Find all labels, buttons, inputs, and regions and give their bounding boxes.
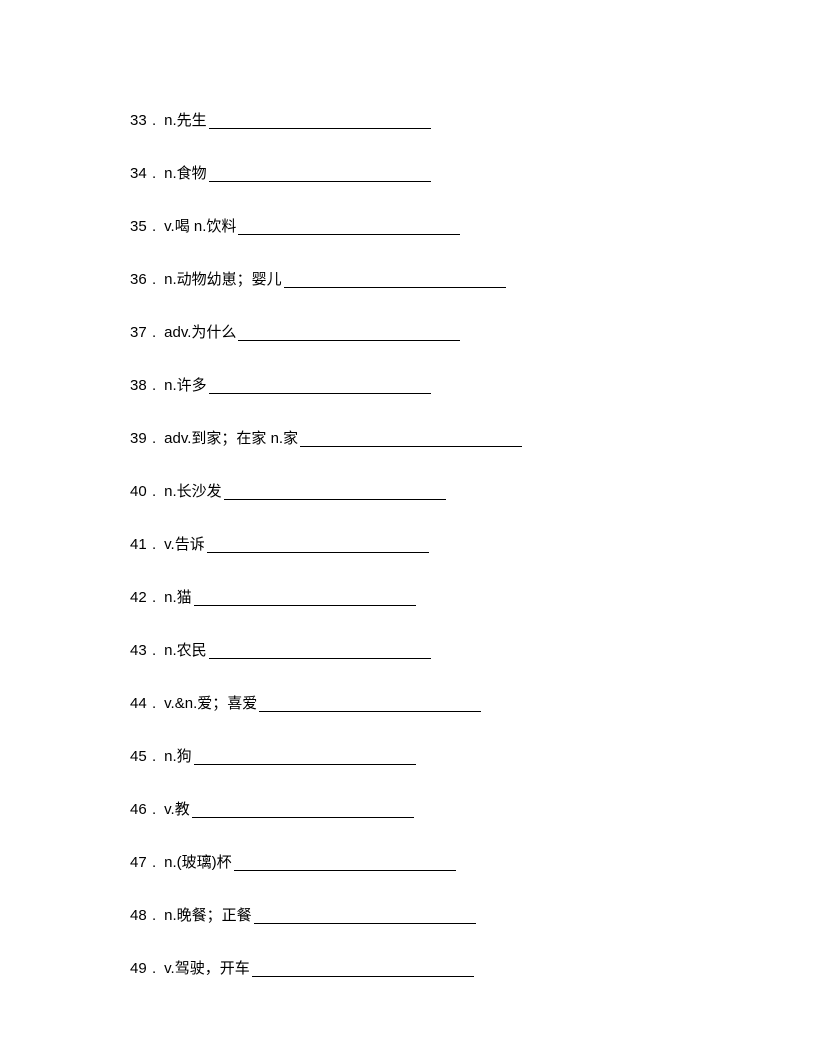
item-number: 38 [130,375,152,396]
item-number: 49 [130,958,152,979]
list-item: 47. n.(玻璃)杯 [130,852,816,873]
item-term: n.猫 [164,587,192,608]
list-item: 37. adv.为什么 [130,322,816,343]
list-item: 33. n.先生 [130,110,816,131]
list-item: 46. v.教 [130,799,816,820]
item-number: 35 [130,216,152,237]
list-item: 39. adv.到家；在家 n.家 [130,428,816,449]
answer-blank [254,923,476,924]
answer-blank [224,499,446,500]
list-item: 45. n.狗 [130,746,816,767]
item-term: n.许多 [164,375,207,396]
item-term: v.告诉 [164,534,205,555]
item-number: 37 [130,322,152,343]
item-dot: . [152,693,156,714]
answer-blank [300,446,522,447]
vocabulary-list: 33. n.先生 34. n.食物 35. v.喝 n.饮料 36. n.动物幼崽；婴儿 37.… [130,110,816,979]
item-number: 44 [130,693,152,714]
item-dot: . [152,852,156,873]
item-term: v.&n.爱；喜爱 [164,693,257,714]
list-item: 42. n.猫 [130,587,816,608]
answer-blank [238,234,460,235]
list-item: 36. n.动物幼崽；婴儿 [130,269,816,290]
item-term: n.动物幼崽；婴儿 [164,269,282,290]
item-dot: . [152,640,156,661]
answer-blank [238,340,460,341]
item-number: 43 [130,640,152,661]
list-item: 41. v.告诉 [130,534,816,555]
answer-blank [207,552,429,553]
list-item: 44. v.&n.爱；喜爱 [130,693,816,714]
answer-blank [209,128,431,129]
item-dot: . [152,905,156,926]
list-item: 43. n.农民 [130,640,816,661]
answer-blank [194,605,416,606]
answer-blank [209,658,431,659]
item-number: 33 [130,110,152,131]
answer-blank [194,764,416,765]
item-dot: . [152,269,156,290]
answer-blank [209,181,431,182]
list-item: 48. n.晚餐；正餐 [130,905,816,926]
item-dot: . [152,534,156,555]
item-dot: . [152,110,156,131]
list-item: 38. n.许多 [130,375,816,396]
item-term: n.狗 [164,746,192,767]
item-dot: . [152,481,156,502]
item-dot: . [152,958,156,979]
item-term: v.驾驶，开车 [164,958,250,979]
list-item: 49. v.驾驶，开车 [130,958,816,979]
item-number: 45 [130,746,152,767]
item-number: 46 [130,799,152,820]
answer-blank [252,976,474,977]
item-number: 34 [130,163,152,184]
answer-blank [259,711,481,712]
item-term: n.(玻璃)杯 [164,852,232,873]
list-item: 35. v.喝 n.饮料 [130,216,816,237]
answer-blank [284,287,506,288]
item-number: 40 [130,481,152,502]
item-number: 48 [130,905,152,926]
item-number: 36 [130,269,152,290]
item-term: v.喝 n.饮料 [164,216,236,237]
item-dot: . [152,799,156,820]
item-dot: . [152,375,156,396]
item-term: n.先生 [164,110,207,131]
answer-blank [192,817,414,818]
item-term: n.长沙发 [164,481,222,502]
item-dot: . [152,746,156,767]
item-term: v.教 [164,799,190,820]
item-number: 41 [130,534,152,555]
item-number: 39 [130,428,152,449]
answer-blank [209,393,431,394]
answer-blank [234,870,456,871]
item-term: adv.为什么 [164,322,236,343]
item-dot: . [152,163,156,184]
item-dot: . [152,428,156,449]
item-term: adv.到家；在家 n.家 [164,428,298,449]
item-number: 42 [130,587,152,608]
item-number: 47 [130,852,152,873]
item-term: n.晚餐；正餐 [164,905,252,926]
item-term: n.食物 [164,163,207,184]
item-dot: . [152,216,156,237]
item-dot: . [152,322,156,343]
list-item: 34. n.食物 [130,163,816,184]
item-dot: . [152,587,156,608]
list-item: 40. n.长沙发 [130,481,816,502]
item-term: n.农民 [164,640,207,661]
